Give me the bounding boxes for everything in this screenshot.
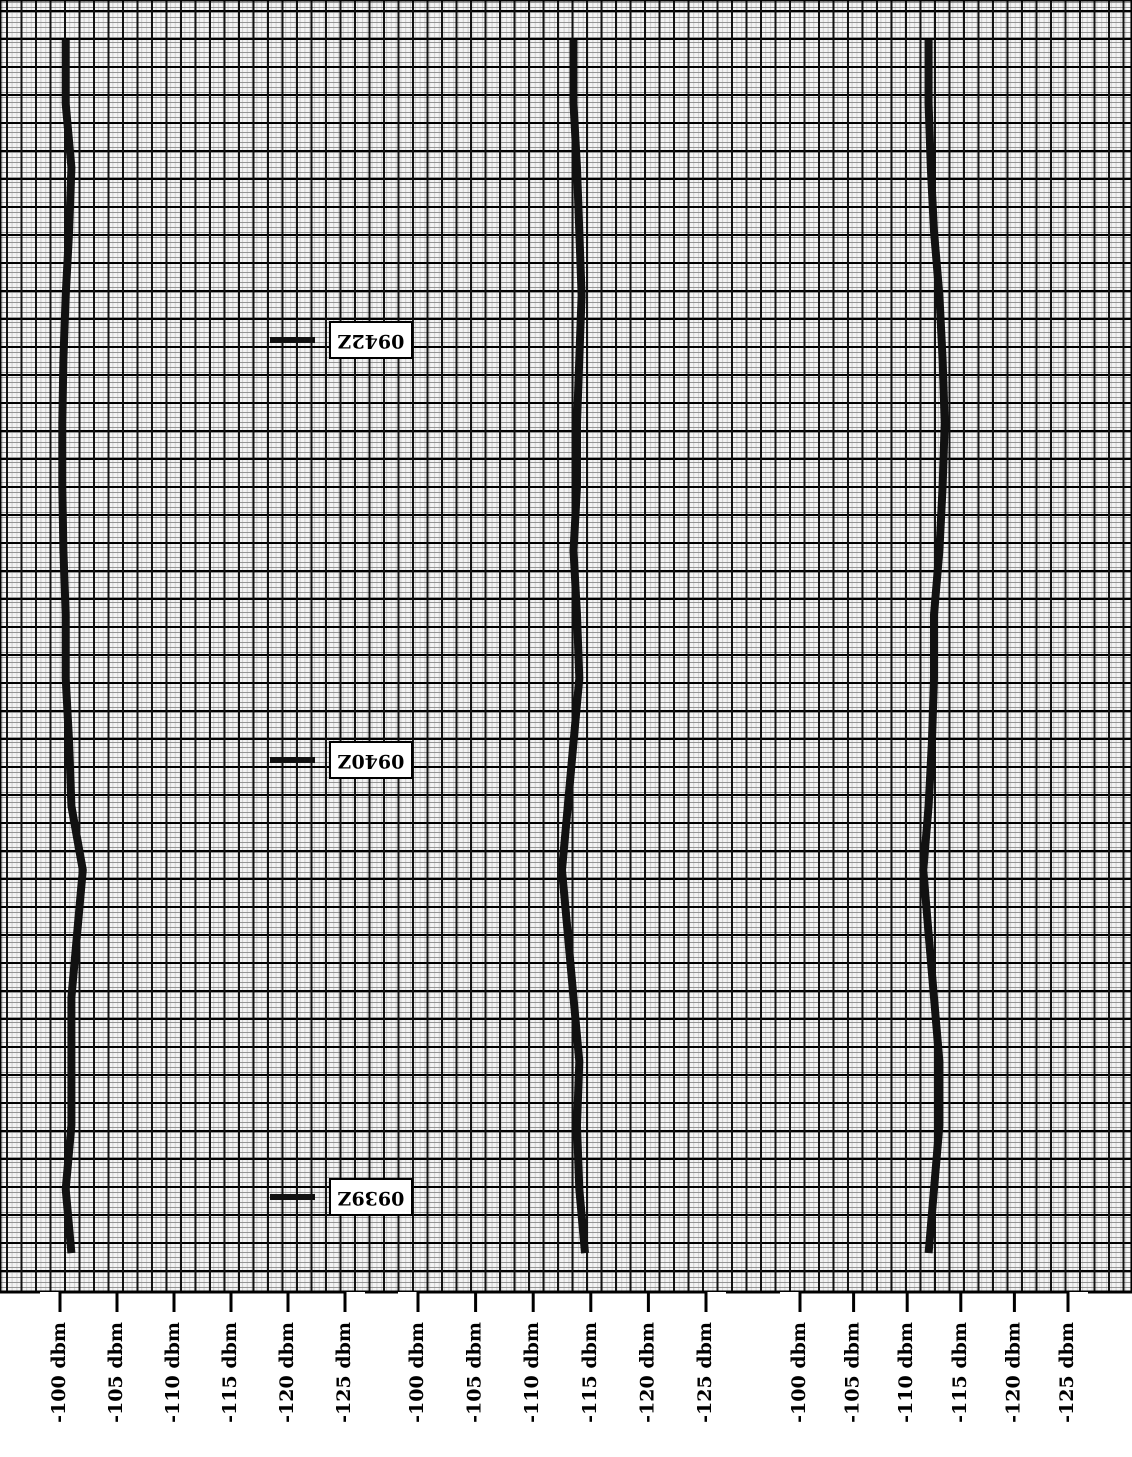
- x-tick-label: -110 dbm: [521, 1322, 543, 1423]
- x-tick-label: -100 dbm: [48, 1322, 70, 1423]
- x-tick-label: -115 dbm: [949, 1322, 971, 1423]
- x-tick-label: -105 dbm: [464, 1322, 486, 1423]
- x-tick-label: -115 dbm: [579, 1322, 601, 1423]
- annotation-box: [329, 321, 413, 359]
- annotation-dash: [270, 337, 315, 343]
- trace: [919, 39, 949, 1254]
- x-tick-label: -110 dbm: [162, 1322, 184, 1423]
- white-gap: [398, 1292, 726, 1457]
- x-tick-label: -100 dbm: [406, 1322, 428, 1423]
- x-tick-label: -105 dbm: [842, 1322, 864, 1423]
- white-gap: [40, 1292, 365, 1457]
- x-tick-label: -120 dbm: [276, 1322, 298, 1423]
- trace: [58, 39, 87, 1254]
- x-tick-label: -125 dbm: [1056, 1322, 1078, 1423]
- chart-paper: [0, 0, 1132, 1294]
- x-tick-label: -100 dbm: [788, 1322, 810, 1423]
- annotation: 0939Z: [338, 1187, 405, 1209]
- trace: [558, 39, 589, 1254]
- annotation-dash: [270, 757, 315, 763]
- x-tick-label: -125 dbm: [694, 1322, 716, 1423]
- annotation: 0940Z: [338, 750, 405, 772]
- x-tick-label: -115 dbm: [219, 1322, 241, 1423]
- annotation-box: [329, 741, 413, 779]
- x-tick-label: -125 dbm: [333, 1322, 355, 1423]
- x-tick-label: -120 dbm: [1002, 1322, 1024, 1423]
- x-tick-label: -120 dbm: [636, 1322, 658, 1423]
- x-tick-label: -105 dbm: [105, 1322, 127, 1423]
- x-tick-label: -110 dbm: [895, 1322, 917, 1423]
- annotation: 0942Z: [338, 330, 405, 352]
- annotation-dash: [270, 1194, 315, 1200]
- white-gap: [780, 1292, 1088, 1457]
- annotation-box: [329, 1178, 413, 1216]
